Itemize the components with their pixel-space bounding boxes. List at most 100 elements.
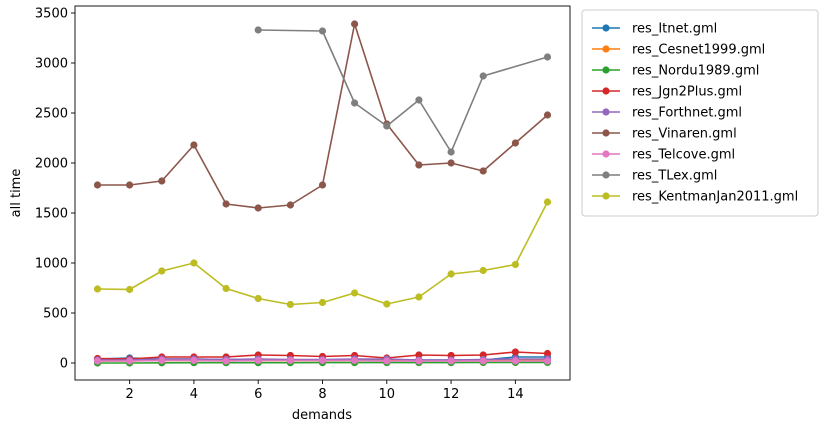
legend-label: res_Vinaren.gml	[632, 127, 737, 142]
legend-label: res_Cesnet1999.gml	[632, 43, 765, 58]
legend-marker	[602, 87, 610, 95]
data-point	[254, 26, 262, 34]
x-axis: 2 4 6 8 10 12 14	[126, 380, 524, 402]
data-point	[318, 298, 327, 307]
legend-item: res_Nordu1989.gml	[592, 64, 759, 79]
series-line	[258, 29, 548, 153]
x-tick-label: 12	[443, 387, 460, 402]
x-tick-label: 14	[507, 387, 524, 402]
data-point	[222, 357, 230, 365]
data-point	[511, 348, 519, 356]
plot-area	[93, 20, 552, 367]
x-tick-label: 2	[126, 387, 134, 402]
data-point	[415, 357, 423, 365]
data-point	[511, 357, 519, 365]
y-axis-label: all time	[9, 169, 24, 218]
legend-label: res_Telcove.gml	[632, 148, 735, 163]
legend-marker	[602, 192, 610, 200]
legend-marker	[602, 66, 610, 74]
data-point	[479, 167, 487, 175]
data-point	[158, 267, 166, 275]
legend-marker	[602, 171, 610, 179]
data-point	[447, 357, 455, 365]
data-point	[543, 111, 552, 119]
legend-frame	[581, 9, 819, 217]
y-tick-label: 1500	[35, 207, 68, 222]
data-point	[318, 27, 327, 35]
y-tick-label: 500	[43, 307, 68, 322]
legend-item: res_Itnet.gml	[592, 22, 717, 37]
y-tick-label: 0	[60, 357, 68, 372]
data-point	[222, 200, 230, 208]
series-line	[97, 201, 549, 306]
data-point	[190, 356, 198, 365]
y-tick-label: 1000	[35, 257, 68, 272]
data-point	[351, 289, 359, 297]
data-point	[383, 122, 391, 130]
data-point	[222, 284, 230, 293]
series-res_Vinaren.gml	[93, 20, 552, 212]
legend-label: res_Jgn2Plus.gml	[632, 85, 742, 100]
y-tick-label: 3000	[35, 57, 68, 72]
data-point	[479, 72, 487, 80]
data-point	[158, 177, 166, 185]
data-point	[351, 20, 359, 28]
data-point	[415, 351, 423, 359]
data-point	[511, 139, 519, 147]
series-res_TLex.gml	[254, 26, 552, 156]
legend-label: res_Itnet.gml	[632, 22, 717, 37]
data-point	[318, 181, 327, 189]
data-point	[383, 300, 391, 308]
data-point	[351, 356, 359, 365]
legend-item: res_Cesnet1999.gml	[592, 43, 765, 58]
legend-item: res_Telcove.gml	[592, 148, 735, 163]
data-point	[447, 159, 455, 167]
legend-marker	[602, 108, 610, 116]
data-point	[126, 285, 134, 294]
legend-marker	[602, 45, 610, 53]
plot-frame	[74, 5, 571, 381]
legend-label: res_KentmanJan2011.gml	[632, 190, 798, 205]
data-point	[286, 300, 294, 309]
x-axis-label: demands	[292, 408, 352, 423]
data-point	[447, 270, 455, 278]
data-point	[286, 356, 294, 365]
legend-marker	[602, 24, 610, 32]
series-res_KentmanJan2011.gml	[93, 198, 552, 309]
data-point	[190, 259, 198, 267]
data-point	[93, 285, 102, 293]
legend-label: res_TLex.gml	[632, 169, 717, 184]
legend-item: res_Forthnet.gml	[592, 106, 742, 121]
data-point	[543, 198, 552, 206]
legend-label: res_Nordu1989.gml	[632, 64, 759, 79]
data-point	[543, 357, 552, 365]
legend-item: res_TLex.gml	[592, 169, 717, 184]
data-point	[479, 266, 487, 275]
data-point	[415, 293, 423, 301]
y-axis: 0 500 1000 1500 2000 2500 3000 3500	[35, 7, 75, 372]
data-point	[543, 349, 552, 358]
data-point	[511, 260, 519, 269]
data-point	[190, 141, 198, 149]
data-point	[254, 294, 262, 303]
x-tick-label: 4	[190, 387, 198, 402]
data-point	[93, 181, 102, 189]
data-point	[383, 357, 391, 365]
y-tick-label: 2000	[35, 157, 68, 172]
data-point	[351, 99, 359, 107]
data-point	[254, 204, 262, 212]
y-tick-label: 2500	[35, 107, 68, 122]
data-point	[479, 357, 487, 365]
y-tick-label: 3500	[35, 7, 68, 22]
legend-marker	[602, 129, 610, 137]
data-point	[126, 181, 134, 189]
data-point	[415, 161, 423, 169]
data-point	[543, 53, 552, 61]
legend-label: res_Forthnet.gml	[632, 106, 742, 121]
series-res_Telcove.gml	[93, 356, 552, 365]
data-point	[254, 356, 262, 365]
legend-item: res_KentmanJan2011.gml	[592, 190, 798, 205]
data-point	[415, 96, 423, 104]
x-tick-label: 10	[379, 387, 396, 402]
